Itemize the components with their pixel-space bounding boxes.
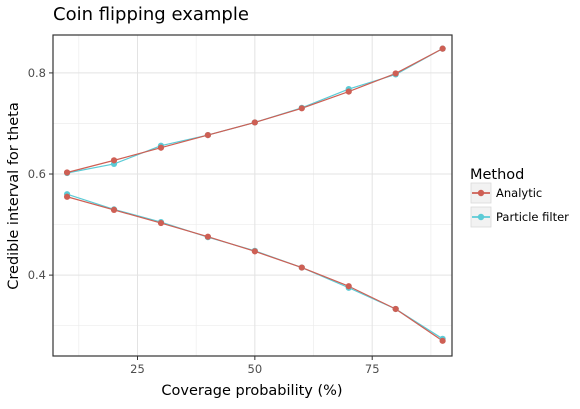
data-point-analytic-lower (251, 248, 258, 255)
legend: Method Analytic Particle filter (470, 167, 569, 228)
data-point-analytic-lower (298, 264, 305, 271)
data-point-analytic-upper (63, 169, 71, 176)
data-point-analytic-upper (345, 88, 352, 95)
data-point-analytic-upper (439, 45, 446, 52)
legend-key-point (477, 213, 485, 221)
x-tick-label: 25 (130, 362, 145, 376)
plot-panel (52, 34, 453, 357)
y-tick-label: 0.6 (28, 167, 46, 181)
x-tick-label: 50 (248, 362, 263, 376)
legend-item-analytic: Analytic (470, 182, 542, 204)
plot-border (52, 34, 453, 357)
legend-label-particle-filter: Particle filter (496, 210, 569, 224)
data-point-analytic-lower (345, 283, 352, 290)
legend-key-point (477, 189, 485, 197)
data-point-analytic-upper (298, 105, 305, 112)
data-point-analytic-upper (392, 70, 399, 77)
data-point-analytic-lower (392, 305, 399, 313)
legend-label-analytic: Analytic (496, 186, 542, 200)
y-axis-title: Credible interval for theta (6, 102, 22, 290)
y-tick-label: 0.8 (28, 66, 46, 80)
legend-item-particle-filter: Particle filter (470, 206, 569, 228)
data-point-analytic-lower (110, 206, 118, 214)
data-point-analytic-lower (157, 219, 165, 227)
data-point-analytic-upper (110, 157, 118, 164)
data-points (63, 45, 446, 344)
data-point-analytic-upper (204, 131, 212, 139)
legend-title: Method (470, 167, 524, 183)
x-tick-label: 75 (365, 362, 380, 376)
data-point-analytic-lower (204, 233, 212, 240)
data-point-analytic-upper (251, 119, 258, 126)
chart-title: Coin flipping example (53, 4, 249, 25)
plot-background (53, 35, 452, 356)
data-point-analytic-lower (63, 193, 71, 200)
data-point-analytic-lower (439, 337, 446, 344)
y-tick-label: 0.4 (28, 268, 46, 282)
axis-ticks: 25 50 75 0.4 0.6 0.8 (28, 66, 380, 376)
grid-lines (53, 35, 452, 356)
x-axis-title: Coverage probability (%) (161, 383, 342, 399)
data-point-analytic-upper (157, 144, 165, 151)
